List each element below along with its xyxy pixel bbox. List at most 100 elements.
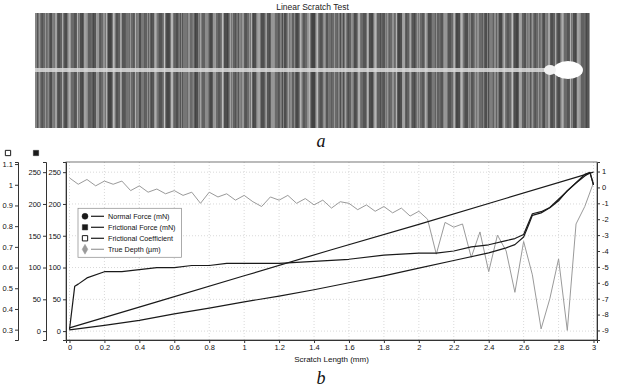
tick: 0.6 [3,263,18,272]
tick: 0 [68,340,72,352]
grid-line [593,162,594,340]
tick-mark [597,330,600,331]
image-title: Linear Scratch Test [276,2,349,12]
tick-mark [63,331,66,332]
tick-mark [597,235,600,236]
tick-label: 150 [28,232,41,241]
tick: 1 [9,181,18,190]
tick-label: -7 [602,295,609,304]
tick-label: 0.3 [3,326,13,335]
tick-mark [597,251,600,252]
tick: 100 [28,263,46,272]
grid-line [69,162,70,340]
y3-axis: 050100150200250 [28,163,46,341]
image-texture [35,13,590,128]
legend-label: Frictional Coefficient [108,234,173,243]
tick: 1.8 [379,340,389,352]
tick-mark [63,172,66,173]
tick-label: 2.4 [484,343,494,352]
tick: 1 [597,167,606,176]
plot-frame [66,162,597,340]
grid-line [66,203,597,204]
tick-mark [63,299,66,300]
tick: -4 [597,247,609,256]
x-axis-title: Scratch Length (mm) [294,355,369,364]
tick: -3 [597,231,609,240]
tick-mark [63,236,66,237]
tick: 3 [592,340,596,352]
panel-label: a [317,131,326,151]
tick-label: 1 [9,181,13,190]
image-texture [35,13,590,128]
tick-label: 0 [68,343,72,352]
tick-label: 1.6 [344,343,354,352]
y2-axis: 10-1-2-3-4-5-6-7-8-9 [597,163,609,341]
axis-line [67,341,598,344]
tick-label: 100 [48,263,61,272]
tick: 2.8 [554,340,564,352]
legend-item: Normal Force (mN) [82,212,169,221]
tick: 0 [37,327,46,336]
x-axis: 00.20.40.60.811.21.41.61.822.22.42.62.83 [67,340,598,352]
tick-label: 1.2 [274,343,284,352]
grid-line [418,162,419,340]
series-line [69,172,593,329]
tick-mark [597,172,600,173]
tick-label: 1.1 [3,160,13,169]
tick-label: 100 [28,263,41,272]
grid-line [348,162,349,340]
tick-label: 250 [28,168,41,177]
tick-label: 1.8 [379,343,389,352]
tick-label: 2.8 [554,343,564,352]
legend-item: Frictional Force (mN) [82,223,175,232]
tick-label: 0 [57,327,61,336]
tick: 1 [243,340,247,352]
tick-label: -9 [602,326,609,335]
tick: 0.8 [205,340,215,352]
tick-label: 0.4 [3,305,13,314]
grid-line [279,162,280,340]
tick-label: 0.8 [205,343,215,352]
tick-label: 0.6 [3,263,13,272]
tick-mark [597,267,600,268]
tick-label: -6 [602,279,609,288]
tick-label: 1.4 [309,343,319,352]
tick: 1.2 [274,340,284,352]
grid-line [488,162,489,340]
tick-label: 0.9 [3,201,13,210]
tick-mark [15,226,18,227]
tick: 2.2 [449,340,459,352]
tick: 150 [48,232,66,241]
tick-mark [43,331,46,332]
tick-mark [43,204,46,205]
grid-line [66,172,597,173]
grid-line [383,162,384,340]
tick-label: 1 [243,343,247,352]
axis-line [43,163,47,341]
tick-label: 2.2 [449,343,459,352]
tick-mark [597,219,600,220]
tick-label: 0 [602,183,606,192]
tick: 0.7 [3,243,18,252]
tick: 150 [28,232,46,241]
marker-symbol [82,225,87,230]
grid-line [558,162,559,340]
panel-label: b [317,368,326,388]
tick-label: 50 [53,295,61,304]
tick-label: 1 [602,167,606,176]
grid-line [66,331,597,332]
y-axis: 050100150200250 [48,163,66,341]
tick-label: -8 [602,310,609,319]
grid [66,162,597,340]
tick-label: 200 [28,200,41,209]
tick-label: -2 [602,215,609,224]
tick-mark [63,204,66,205]
tick: 1.4 [309,340,319,352]
grid-line [314,162,315,340]
tick-label: 3 [592,343,596,352]
tick-mark [15,309,18,310]
tick: -1 [597,199,609,208]
axis-line [15,163,19,341]
tick-label: 2.6 [519,343,529,352]
tick: 2 [417,340,421,352]
